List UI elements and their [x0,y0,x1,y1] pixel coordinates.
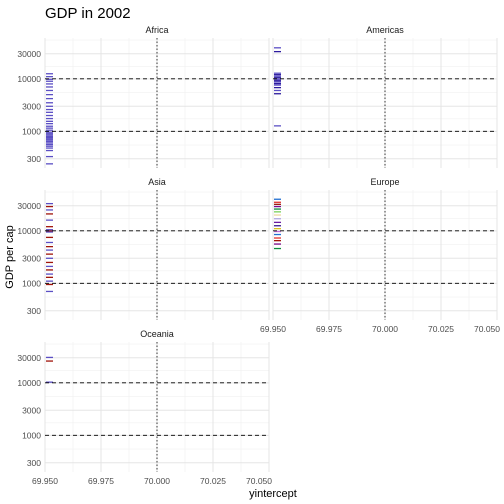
facet-asia: Asia 300 1000 3000 10000 30000 [17,177,270,320]
x-tick-label: 70.000 [144,476,170,486]
x-tick-label: 69.975 [316,324,342,334]
chart-title: GDP in 2002 [45,5,131,22]
y-tick-label: 10000 [17,74,41,84]
facet-europe: Europe 69.950 69.975 70.000 70.025 70.050 [260,177,500,334]
y-tick-label: 300 [27,306,41,316]
y-tick-label: 10000 [17,378,41,388]
x-tick-label: 69.950 [32,476,58,486]
y-tick-label: 10000 [17,226,41,236]
facet-label: Africa [145,25,168,35]
y-tick-label: 1000 [22,430,41,440]
facet-africa: Africa 300 1000 3000 10000 30000 [17,25,270,168]
facet-label: Oceania [140,329,174,339]
facet-oceania: Oceania 300 1000 3000 10000 30000 69.950 69.975… [17,329,272,486]
y-tick-label: 300 [27,458,41,468]
y-tick-label: 3000 [22,101,41,111]
x-tick-label: 69.975 [88,476,114,486]
facet-panels: Africa 300 1000 3000 10000 30000 Americas Asia 3… [17,25,500,486]
facet-americas: Americas [272,25,498,168]
y-tick-label: 3000 [22,253,41,263]
facet-label: Asia [148,177,166,187]
x-tick-label: 70.000 [372,324,398,334]
y-tick-label: 30000 [17,353,41,363]
x-axis-title: yintercept [249,488,297,500]
y-tick-label: 300 [27,154,41,164]
x-tick-label: 70.050 [246,476,272,486]
y-tick-label: 30000 [17,201,41,211]
x-tick-label: 70.050 [474,324,500,334]
x-tick-label: 70.025 [428,324,454,334]
y-tick-label: 1000 [22,126,41,136]
y-tick-label: 30000 [17,49,41,59]
y-tick-label: 1000 [22,278,41,288]
facet-label: Americas [366,25,404,35]
y-tick-label: 3000 [22,405,41,415]
x-tick-label: 69.950 [260,324,286,334]
x-tick-label: 70.025 [200,476,226,486]
facet-label: Europe [370,177,399,187]
y-axis-title: GDP per cap [4,225,16,288]
